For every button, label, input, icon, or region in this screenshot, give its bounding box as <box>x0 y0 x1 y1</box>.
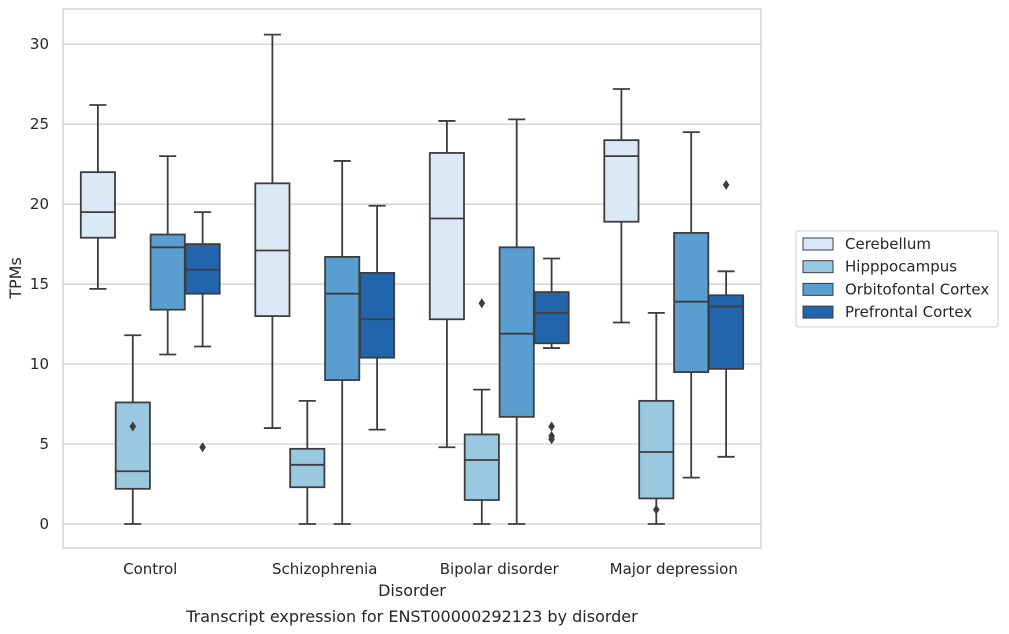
box <box>428 120 465 449</box>
box <box>254 33 291 429</box>
y-tick-label: 0 <box>39 515 49 533</box>
box-iqr <box>638 399 675 500</box>
outlier-point <box>548 434 555 445</box>
legend-swatch <box>802 282 834 296</box>
y-tick-label: 15 <box>30 275 49 293</box>
box <box>498 118 535 525</box>
legend-swatch <box>802 305 834 319</box>
box-iqr <box>428 152 465 321</box>
legend-frame <box>795 230 999 328</box>
outlier-point <box>653 504 660 515</box>
box <box>463 298 500 525</box>
legend-label: Orbitofontal Cortex <box>845 280 989 298</box>
box-iqr <box>533 291 570 345</box>
box <box>708 179 745 458</box>
box <box>359 204 396 431</box>
outlier-point <box>548 421 555 432</box>
x-tick-label: Schizophrenia <box>272 560 377 578</box>
box <box>324 160 361 525</box>
outlier-point <box>478 298 486 309</box>
outlier-point <box>199 442 206 453</box>
plot-frame <box>62 8 762 549</box>
box <box>114 334 151 525</box>
y-axis-label: TPMs <box>6 257 25 300</box>
y-tick-label: 20 <box>30 195 49 213</box>
x-tick-label: Bipolar disorder <box>440 560 560 578</box>
x-axis-label: Disorder <box>378 581 446 600</box>
box <box>603 88 640 324</box>
box <box>533 257 570 445</box>
box-iqr <box>149 233 186 311</box>
boxes <box>79 33 745 525</box>
box <box>638 311 675 525</box>
box-iqr <box>79 171 116 239</box>
legend: Cerebellum Hipppocampus Orbitofontal Corte… <box>795 230 999 328</box>
box-iqr <box>463 433 500 501</box>
y-tick-label: 5 <box>39 435 49 453</box>
x-tick-label: Control <box>123 560 177 578</box>
legend-label: Hipppocampus <box>845 258 957 276</box>
x-tick-labels: Control Schizophrenia Bipolar disorder Majo… <box>123 560 738 578</box>
box-iqr <box>289 447 326 489</box>
box-iqr <box>708 294 745 370</box>
box-iqr <box>603 139 640 223</box>
legend-swatch <box>802 237 834 251</box>
box <box>79 104 116 290</box>
box-iqr <box>324 256 361 381</box>
outlier-point <box>129 421 137 432</box>
box-iqr <box>114 401 151 490</box>
box <box>289 399 326 525</box>
y-tick-label: 10 <box>30 355 49 373</box>
y-tick-label: 25 <box>30 115 49 133</box>
outlier-point <box>722 179 730 190</box>
legend-label: Cerebellum <box>845 235 931 253</box>
legend-label: Prefrontal Cortex <box>845 303 972 321</box>
chart-caption: Transcript expression for ENST0000029212… <box>185 607 638 626</box>
box <box>184 211 221 453</box>
x-tick-label: Major depression <box>610 560 738 578</box>
y-tick-label: 30 <box>30 35 49 53</box>
box-iqr <box>498 246 535 418</box>
box-iqr <box>359 272 396 359</box>
box <box>149 155 186 356</box>
legend-swatch <box>802 260 834 274</box>
box <box>673 131 710 479</box>
y-tick-labels: 0 5 10 15 20 25 30 <box>30 35 49 533</box>
